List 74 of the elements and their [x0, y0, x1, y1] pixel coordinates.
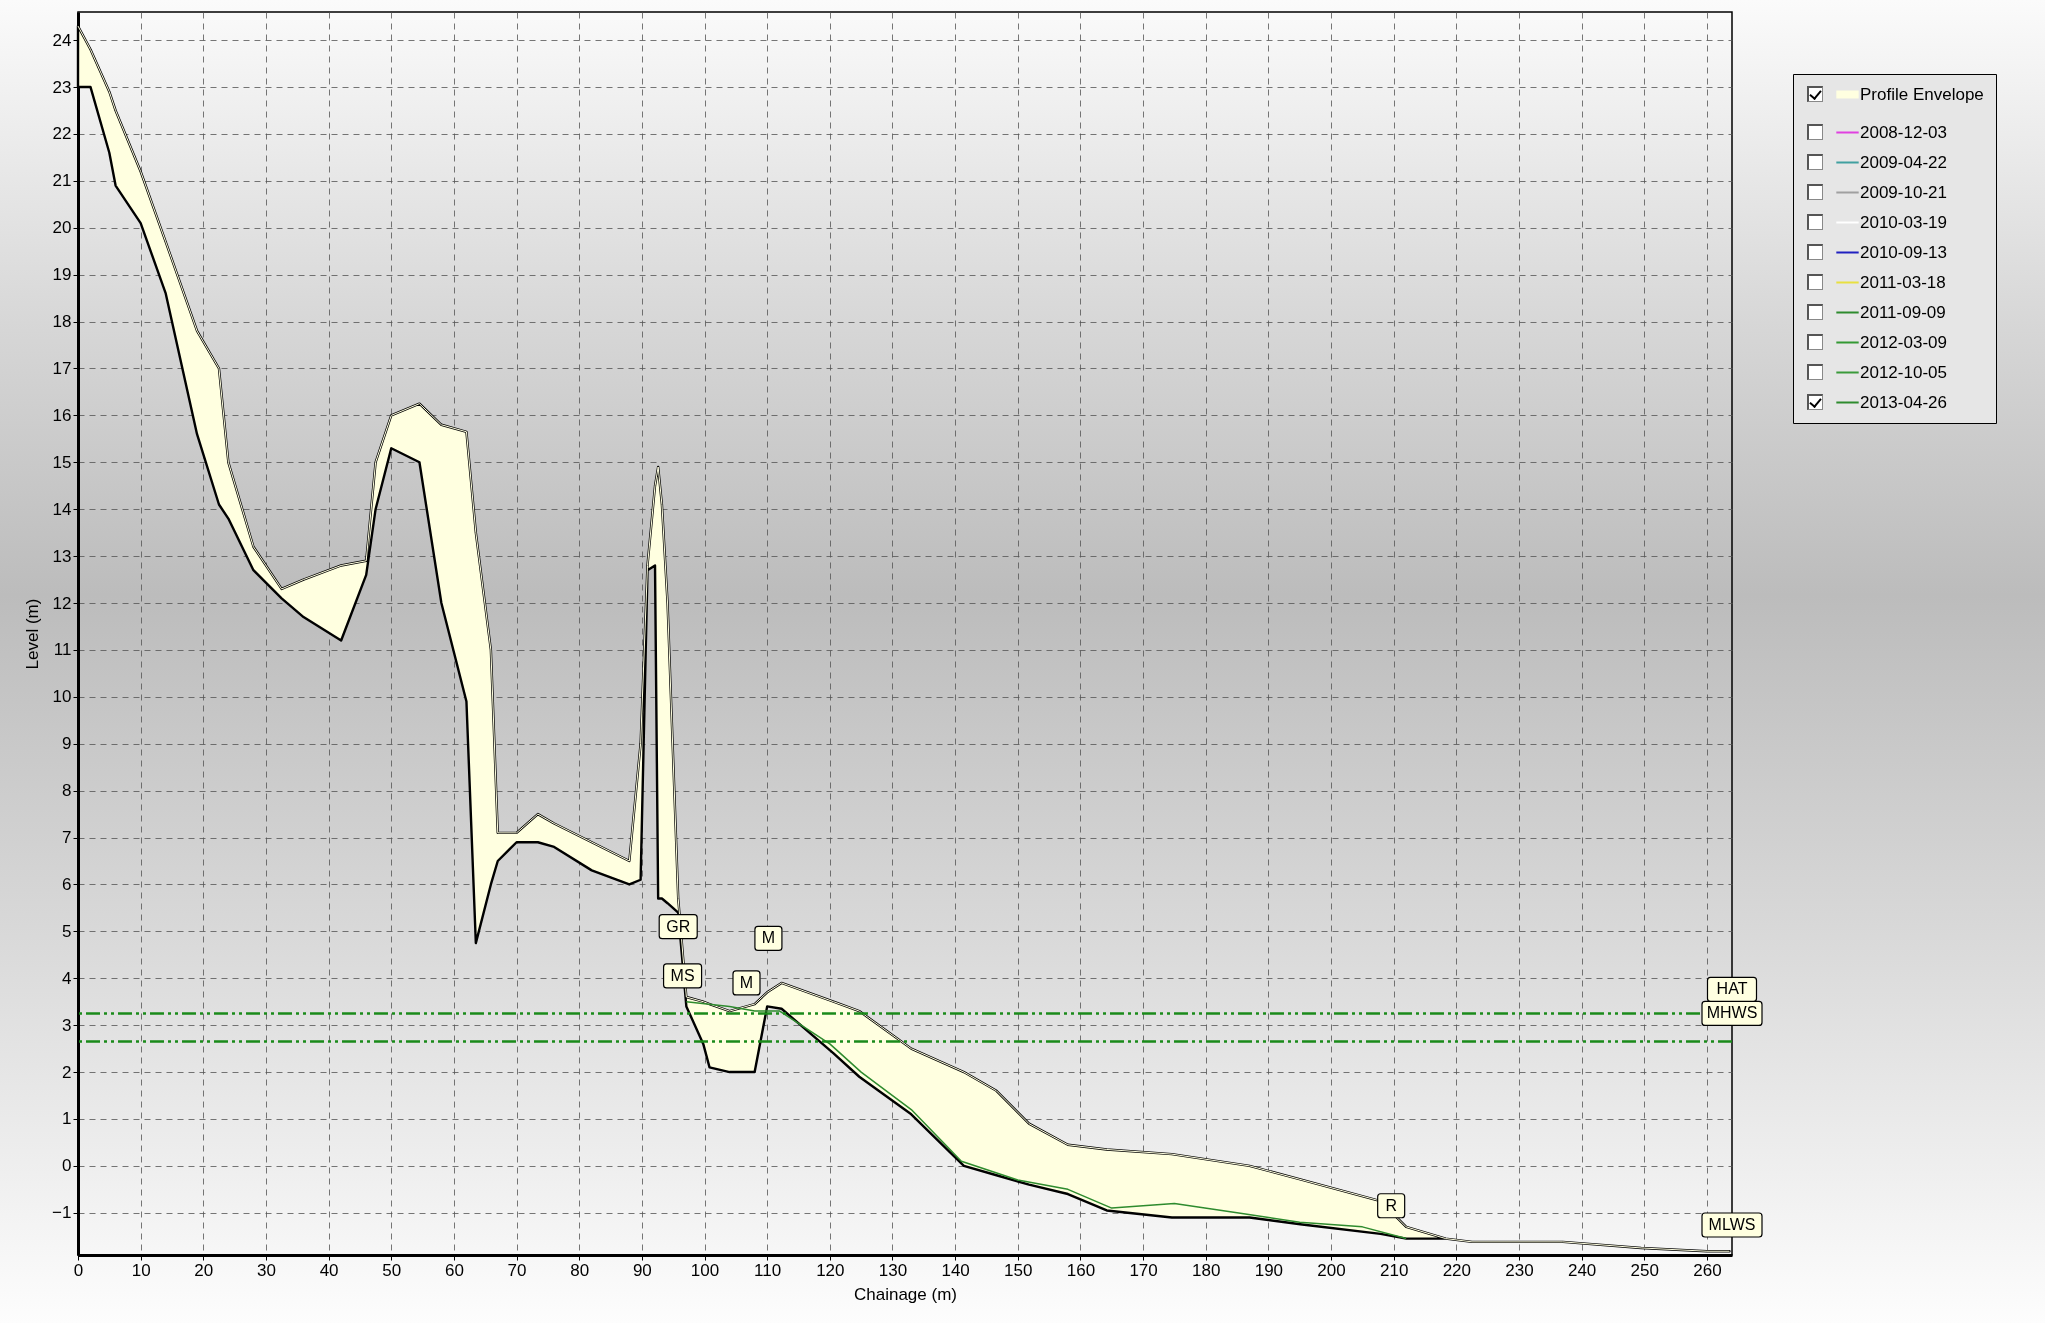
x-tick-label: 120	[816, 1260, 845, 1280]
x-tick-label: 10	[131, 1260, 151, 1280]
y-tick-label: 17	[52, 358, 72, 378]
x-tick-label: 210	[1379, 1260, 1409, 1280]
legend-label: Profile Envelope	[1860, 84, 1984, 104]
x-tick-label: 250	[1630, 1260, 1659, 1280]
x-tick-label: 180	[1192, 1260, 1221, 1280]
annotation: R	[1385, 1196, 1397, 1214]
legend-label: 2009-04-22	[1860, 152, 1947, 172]
x-tick-label: 30	[256, 1260, 276, 1280]
y-tick-label: 8	[62, 781, 72, 801]
y-tick-label: 14	[52, 499, 72, 519]
x-tick-label: 220	[1442, 1260, 1472, 1280]
legend-label: 2011-03-18	[1860, 272, 1946, 292]
y-tick-label: 0	[62, 1156, 72, 1176]
x-tick-label: 110	[754, 1260, 782, 1280]
y-tick-label: 1	[62, 1109, 72, 1129]
y-tick-label: 21	[52, 171, 72, 191]
y-tick-label: 24	[52, 30, 72, 50]
x-tick-label: 80	[570, 1260, 590, 1280]
legend-label: 2010-03-19	[1860, 212, 1947, 232]
y-tick-label: 15	[52, 452, 72, 472]
legend-label: 2012-10-05	[1860, 362, 1947, 382]
x-tick-label: 70	[507, 1260, 527, 1280]
x-tick-label: 190	[1254, 1260, 1284, 1280]
y-tick-label: 7	[62, 828, 72, 848]
annotation: MLWS	[1708, 1216, 1756, 1233]
ref-line-label: MHWS	[1706, 1004, 1758, 1022]
y-tick-label: 2	[62, 1062, 72, 1082]
x-tick-label: 140	[941, 1260, 970, 1280]
y-tick-label: 16	[52, 405, 72, 425]
x-axis-title: Chainage (m)	[854, 1284, 957, 1304]
x-tick-label: 230	[1505, 1260, 1534, 1280]
y-tick-label: 22	[52, 124, 72, 144]
legend-label: 2009-10-21	[1860, 182, 1947, 202]
annotation: MS	[670, 966, 695, 984]
annotation: M	[739, 973, 754, 991]
x-tick-label: 240	[1567, 1260, 1597, 1280]
x-tick-label: 50	[382, 1260, 402, 1280]
y-tick-label: 5	[62, 921, 72, 941]
legend-label: 2010-09-13	[1860, 242, 1947, 262]
y-tick-label: 11	[53, 640, 72, 660]
y-tick-label: 4	[62, 968, 72, 988]
x-tick-label: 100	[690, 1260, 720, 1280]
annotation: GR	[666, 917, 691, 935]
legend-label: 2008-12-03	[1860, 122, 1947, 142]
x-tick-label: 20	[194, 1260, 214, 1280]
y-tick-label: 20	[52, 218, 72, 238]
x-tick-label: 130	[878, 1260, 908, 1280]
x-tick-label: 60	[444, 1260, 464, 1280]
y-tick-label: 23	[52, 77, 72, 97]
x-tick-label: 170	[1129, 1260, 1158, 1280]
legend-label: 2013-04-26	[1860, 392, 1947, 412]
x-tick-label: 260	[1693, 1260, 1722, 1280]
y-tick-label: 6	[62, 874, 72, 894]
y-tick-label: 3	[62, 1015, 72, 1035]
y-tick-label: 10	[52, 687, 72, 707]
annotation: HAT	[1716, 980, 1748, 998]
legend-label: 2011-09-09	[1860, 302, 1946, 322]
y-tick-label: 18	[52, 312, 72, 332]
legend-label: 2012-03-09	[1860, 332, 1947, 352]
x-tick-label: 160	[1066, 1260, 1096, 1280]
y-tick-label: 13	[52, 546, 72, 566]
x-tick-label: 150	[1004, 1260, 1033, 1280]
y-tick-label: 9	[62, 734, 72, 754]
y-tick-label: 19	[52, 265, 72, 285]
x-tick-label: 90	[632, 1260, 652, 1280]
annotation: M	[761, 929, 776, 947]
y-axis-title: Level (m)	[23, 598, 43, 670]
x-tick-label: 200	[1317, 1260, 1346, 1280]
y-tick-label: −1	[52, 1203, 72, 1223]
y-tick-label: 12	[52, 593, 72, 613]
x-tick-label: 40	[319, 1260, 339, 1280]
line-series	[685, 1000, 1407, 1240]
